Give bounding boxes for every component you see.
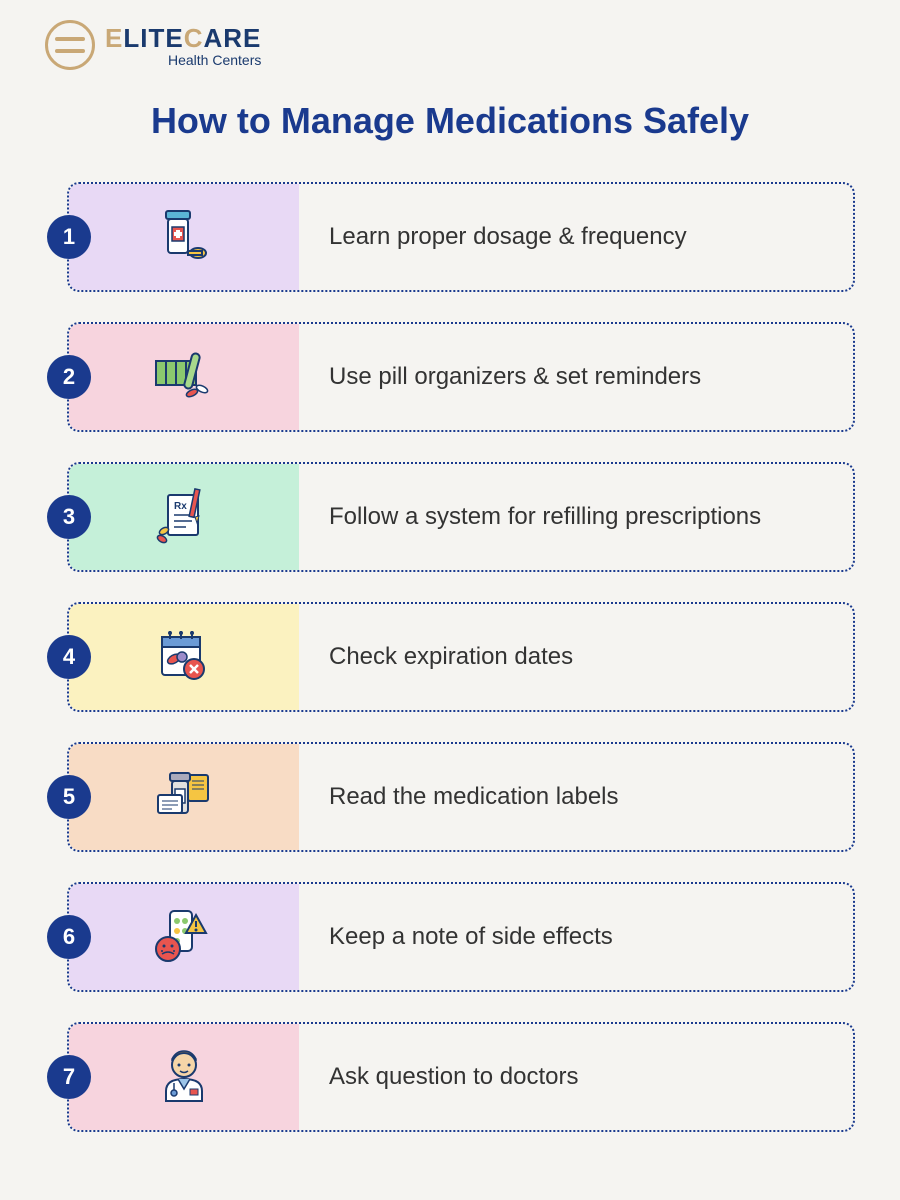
- tip-item-5: 5 Read the medication labels: [67, 742, 855, 852]
- tip-text: Keep a note of side effects: [299, 884, 853, 990]
- tip-icon-bg: [69, 324, 299, 430]
- tip-text: Read the medication labels: [299, 744, 853, 850]
- tip-item-3: 3 Rx Follow a system for refilling presc…: [67, 462, 855, 572]
- medicine-bottle-icon: [148, 201, 220, 273]
- pill-organizer-icon: [148, 341, 220, 413]
- tip-number-badge: 6: [47, 915, 91, 959]
- tip-text: Use pill organizers & set reminders: [299, 324, 853, 430]
- tip-item-4: 4 Check expiration dates: [67, 602, 855, 712]
- logo-letter-e: E: [105, 23, 123, 53]
- tip-text: Learn proper dosage & frequency: [299, 184, 853, 290]
- tip-icon-bg: [69, 184, 299, 290]
- tip-text: Ask question to doctors: [299, 1024, 853, 1130]
- tip-item-7: 7 Ask question to doctors: [67, 1022, 855, 1132]
- tip-number-badge: 5: [47, 775, 91, 819]
- tip-icon-bg: [69, 884, 299, 990]
- logo-are: ARE: [203, 23, 261, 53]
- tip-icon-bg: [69, 604, 299, 710]
- tip-text: Follow a system for refilling prescripti…: [299, 464, 853, 570]
- tip-icon-bg: [69, 1024, 299, 1130]
- doctor-icon: [148, 1041, 220, 1113]
- logo-letter-c: C: [184, 23, 204, 53]
- tip-item-2: 2 Use pill organizers & set reminders: [67, 322, 855, 432]
- svg-text:Rx: Rx: [174, 501, 187, 512]
- tips-list: 1 Learn proper dosage & frequency 2: [45, 182, 855, 1132]
- tip-number-badge: 7: [47, 1055, 91, 1099]
- page-title: How to Manage Medications Safely: [45, 100, 855, 142]
- logo-icon: [45, 20, 95, 70]
- tip-text: Check expiration dates: [299, 604, 853, 710]
- logo-subtitle: Health Centers: [105, 52, 261, 68]
- tip-number-badge: 2: [47, 355, 91, 399]
- tip-number-badge: 4: [47, 635, 91, 679]
- tip-icon-bg: Rx: [69, 464, 299, 570]
- calendar-expire-icon: [148, 621, 220, 693]
- tip-item-6: 6 Keep a note of side effects: [67, 882, 855, 992]
- logo-main: ELITECARE: [105, 23, 261, 54]
- logo-text: ELITECARE Health Centers: [105, 23, 261, 68]
- tip-number-badge: 1: [47, 215, 91, 259]
- tip-number-badge: 3: [47, 495, 91, 539]
- tip-item-1: 1 Learn proper dosage & frequency: [67, 182, 855, 292]
- brand-logo: ELITECARE Health Centers: [45, 20, 855, 70]
- logo-lite: LITE: [123, 23, 183, 53]
- prescription-icon: Rx: [148, 481, 220, 553]
- side-effects-icon: [148, 901, 220, 973]
- tip-icon-bg: [69, 744, 299, 850]
- medication-labels-icon: [148, 761, 220, 833]
